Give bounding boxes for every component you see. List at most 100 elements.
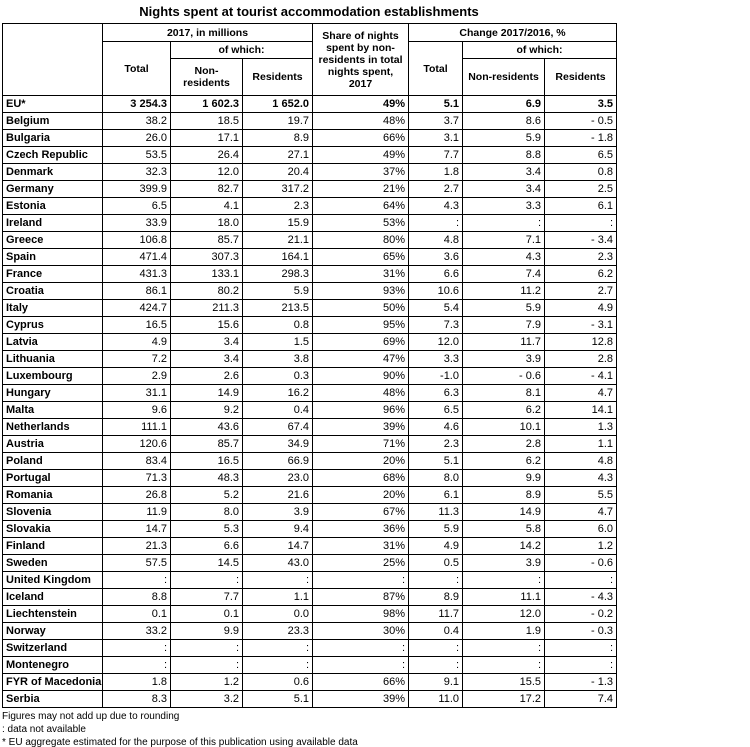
footnote-rounding: Figures may not add up due to rounding <box>2 711 180 722</box>
value-cell: 71.3 <box>102 469 171 487</box>
value-cell: 66.9 <box>242 452 313 470</box>
value-cell: 6.2 <box>462 452 545 470</box>
value-cell: 69% <box>312 333 409 351</box>
country-cell: FYR of Macedonia <box>2 673 103 691</box>
value-cell: 3.3 <box>462 197 545 215</box>
value-cell: 6.3 <box>408 384 463 402</box>
value-cell: 2.9 <box>102 367 171 385</box>
country-cell: Switzerland <box>2 639 103 657</box>
value-cell: 48% <box>312 384 409 402</box>
country-cell: Greece <box>2 231 103 249</box>
value-cell: 3.4 <box>170 350 243 368</box>
value-cell: 12.8 <box>543 333 618 351</box>
value-cell: 26.0 <box>102 129 171 147</box>
table-row: Cyprus 16.5 15.6 0.8 95% 7.3 7.9- 3.1 <box>2 316 618 334</box>
value-cell: : <box>543 639 618 657</box>
column-header-residents-2017: Residents <box>242 58 313 96</box>
value-cell: 5.9 <box>462 129 545 147</box>
country-cell: Ireland <box>2 214 103 232</box>
value-cell: 14.7 <box>102 520 171 538</box>
country-cell: Romania <box>2 486 103 504</box>
value-cell: 8.6 <box>462 112 545 130</box>
value-cell: 7.3 <box>408 316 463 334</box>
country-cell: Slovakia <box>2 520 103 538</box>
value-cell: 1.1 <box>543 435 618 453</box>
value-cell: 5.1 <box>408 95 463 113</box>
table-row: Netherlands 111.1 43.6 67.4 39% 4.6 10.1 1.3 <box>2 418 618 436</box>
value-cell: 4.3 <box>543 469 618 487</box>
value-cell: 43.6 <box>170 418 243 436</box>
value-cell: : <box>170 639 243 657</box>
value-cell: 80.2 <box>170 282 243 300</box>
table-row: Czech Republic 53.5 26.4 27.1 49% 7.7 8.8 6.5 <box>2 146 618 164</box>
value-cell: 9.6 <box>102 401 171 419</box>
table-row: Finland 21.3 6.6 14.7 31% 4.9 14.2 1.2 <box>2 537 618 555</box>
country-column-header-blank <box>2 23 103 96</box>
value-cell: 34.9 <box>242 435 313 453</box>
column-header-total-2017: Total <box>102 41 171 96</box>
value-cell: 53.5 <box>102 146 171 164</box>
value-cell: 5.4 <box>408 299 463 317</box>
value-cell: 96% <box>312 401 409 419</box>
value-cell: 3.1 <box>408 129 463 147</box>
value-cell: 11.0 <box>408 690 463 708</box>
country-cell: Montenegro <box>2 656 103 674</box>
table-row: Portugal 71.3 48.3 23.0 68% 8.0 9.9 4.3 <box>2 469 618 487</box>
value-cell: - 0.6 <box>462 367 545 385</box>
value-cell: 21.1 <box>242 231 313 249</box>
value-cell: 17.2 <box>462 690 545 708</box>
value-cell: 4.9 <box>408 537 463 555</box>
value-cell: 2.3 <box>543 248 618 266</box>
value-cell: - 0.2 <box>543 605 618 623</box>
value-cell: 5.1 <box>242 690 313 708</box>
value-cell: 5.1 <box>408 452 463 470</box>
value-cell: 307.3 <box>170 248 243 266</box>
footnote-eu-aggregate: * EU aggregate estimated for the purpose… <box>2 737 358 747</box>
table-row: Lithuania 7.2 3.4 3.8 47% 3.3 3.9 2.8 <box>2 350 618 368</box>
column-header-nonresidents-change: Non-residents <box>462 58 545 96</box>
value-cell: 6.6 <box>170 537 243 555</box>
value-cell: : <box>242 656 313 674</box>
table-header: 2017, in millions Share of nights spent … <box>2 23 618 96</box>
value-cell: 14.9 <box>170 384 243 402</box>
value-cell: 6.5 <box>543 146 618 164</box>
value-cell: 3.7 <box>408 112 463 130</box>
value-cell: 1.1 <box>242 588 313 606</box>
value-cell: 4.3 <box>408 197 463 215</box>
table-row: United Kingdom::::::: <box>2 571 618 589</box>
value-cell: 33.2 <box>102 622 171 640</box>
country-cell: Czech Republic <box>2 146 103 164</box>
country-cell: United Kingdom <box>2 571 103 589</box>
country-cell: Estonia <box>2 197 103 215</box>
country-cell: Serbia <box>2 690 103 708</box>
value-cell: 80% <box>312 231 409 249</box>
value-cell: : <box>242 571 313 589</box>
value-cell: 5.8 <box>462 520 545 538</box>
value-cell: 49% <box>312 95 409 113</box>
table-row: Serbia 8.3 3.2 5.1 39% 11.0 17.2 7.4 <box>2 690 618 708</box>
country-cell: Luxembourg <box>2 367 103 385</box>
column-header-nonresidents-2017: Non-residents <box>170 58 243 96</box>
value-cell: 0.4 <box>408 622 463 640</box>
value-cell: 471.4 <box>102 248 171 266</box>
value-cell: 1.8 <box>408 163 463 181</box>
country-cell: Hungary <box>2 384 103 402</box>
value-cell: : <box>462 214 545 232</box>
value-cell: 3.2 <box>170 690 243 708</box>
country-cell: Latvia <box>2 333 103 351</box>
value-cell: 6.9 <box>462 95 545 113</box>
country-cell: Italy <box>2 299 103 317</box>
table-row: Germany 399.9 82.7 317.2 21% 2.7 3.4 2.5 <box>2 180 618 198</box>
column-group-change-2017-2016: Change 2017/2016, % <box>407 23 618 42</box>
value-cell: 48% <box>312 112 409 130</box>
value-cell: 11.9 <box>102 503 171 521</box>
value-cell: 93% <box>312 282 409 300</box>
value-cell: 3.9 <box>462 350 545 368</box>
table-row: FYR of Macedonia 1.8 1.2 0.6 66% 9.1 15.5- 1.3 <box>2 673 618 691</box>
table-row: Belgium 38.2 18.5 19.7 48% 3.7 8.6- 0.5 <box>2 112 618 130</box>
value-cell: 0.4 <box>242 401 313 419</box>
column-group-2017-millions: 2017, in millions <box>102 23 313 42</box>
table-row: Montenegro::::::: <box>2 656 618 674</box>
value-cell: 5.3 <box>170 520 243 538</box>
